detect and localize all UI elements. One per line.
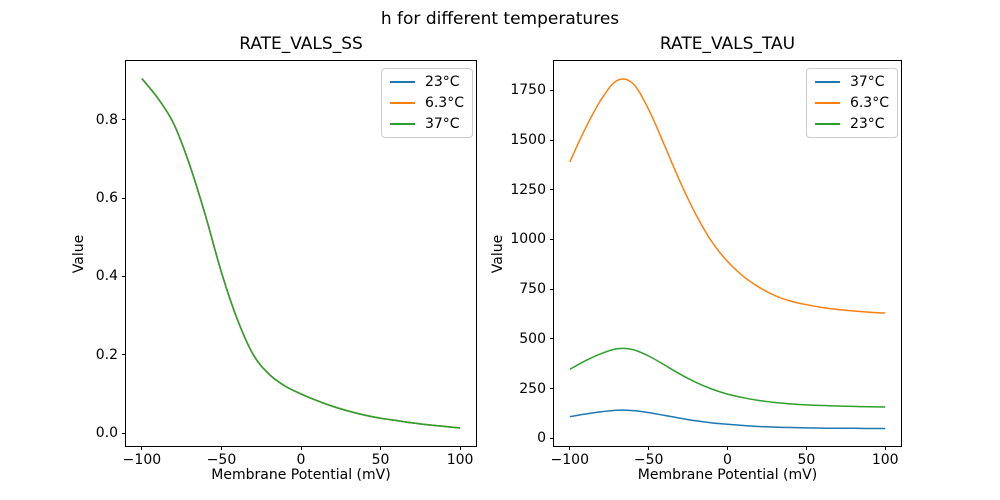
y-tick-mark	[550, 288, 554, 290]
x-tick-mark	[459, 446, 461, 450]
y-tick-label: 0	[537, 430, 546, 447]
y-tick-mark	[122, 119, 126, 121]
y-tick-mark	[550, 388, 554, 390]
x-tick-label: −50	[206, 452, 237, 468]
x-tick-mark	[884, 446, 886, 450]
y-tick-label: 0.0	[95, 425, 118, 442]
y-tick-mark	[122, 275, 126, 277]
legend-label: 6.3°C	[849, 95, 889, 111]
x-tick-mark	[380, 446, 382, 450]
series-line-37°C	[141, 78, 461, 429]
legend-entry: 6.3°C	[389, 95, 464, 111]
y-tick-mark	[122, 354, 126, 356]
x-tick-mark	[648, 446, 650, 450]
x-tick-label: 50	[371, 452, 390, 468]
legend-line-swatch	[389, 81, 415, 83]
x-tick-label: 50	[797, 452, 816, 468]
series-line-37°C	[569, 409, 886, 430]
y-tick-mark	[550, 89, 554, 91]
legend-line-swatch	[389, 102, 415, 104]
x-axis-label: Membrane Potential (mV)	[211, 467, 391, 483]
subplot-rate-vals-tau: RATE_VALS_TAU Membrane Potential (mV) Va…	[490, 34, 902, 483]
x-tick-mark	[805, 446, 807, 450]
legend-entry: 6.3°C	[814, 95, 889, 111]
legend-entry: 37°C	[389, 116, 464, 132]
y-tick-mark	[550, 189, 554, 191]
y-tick-mark	[550, 437, 554, 439]
y-tick-label: 250	[519, 380, 546, 397]
x-tick-label: −100	[550, 452, 589, 468]
x-tick-mark	[141, 446, 143, 450]
y-axis-label: Value	[490, 234, 506, 273]
y-tick-label: 0.8	[95, 111, 118, 128]
series-line-6.3°C	[569, 78, 886, 314]
y-tick-mark	[550, 338, 554, 340]
legend-label: 23°C	[424, 74, 460, 90]
legend-label: 37°C	[424, 116, 460, 132]
legend-entry: 37°C	[814, 74, 889, 90]
y-tick-label: 1750	[510, 82, 546, 99]
plot-canvas	[569, 78, 886, 430]
legend-entry: 23°C	[389, 74, 464, 90]
y-axis-label: Value	[71, 234, 87, 273]
y-tick-label: 1250	[510, 181, 546, 198]
y-tick-mark	[550, 238, 554, 240]
y-tick-label: 0.4	[95, 268, 118, 285]
legend-entry: 23°C	[814, 116, 889, 132]
x-tick-mark	[300, 446, 302, 450]
y-tick-label: 1000	[510, 231, 546, 248]
x-tick-mark	[220, 446, 222, 450]
plot-canvas	[141, 78, 461, 429]
y-tick-label: 500	[519, 330, 546, 347]
legend-label: 6.3°C	[424, 95, 464, 111]
figure-title: h for different temperatures	[380, 9, 620, 29]
x-tick-label: −50	[633, 452, 664, 468]
legend-line-swatch	[814, 123, 840, 125]
x-tick-label: 0	[723, 452, 732, 468]
legend-label: 23°C	[849, 116, 885, 132]
y-tick-label: 0.2	[95, 346, 118, 363]
y-tick-mark	[122, 432, 126, 434]
subplot-title: RATE_VALS_SS	[239, 34, 363, 54]
x-tick-label: 0	[296, 452, 306, 468]
x-tick-label: 100	[446, 452, 474, 468]
series-line-23°C	[569, 347, 886, 408]
y-tick-mark	[550, 139, 554, 141]
legend: 37°C 6.3°C 23°C	[805, 68, 898, 138]
x-tick-label: −100	[122, 452, 162, 468]
legend-label: 37°C	[849, 74, 885, 90]
subplot-title: RATE_VALS_TAU	[659, 34, 796, 54]
legend: 23°C 6.3°C 37°C	[380, 68, 473, 138]
subplot-rate-vals-ss: RATE_VALS_SS Membrane Potential (mV) Val…	[71, 34, 477, 483]
legend-line-swatch	[389, 123, 415, 125]
y-tick-mark	[122, 197, 126, 199]
y-tick-label: 750	[519, 281, 546, 298]
x-tick-mark	[727, 446, 728, 450]
x-tick-label: 100	[871, 452, 899, 468]
legend-line-swatch	[814, 81, 840, 83]
x-tick-mark	[569, 446, 571, 450]
x-axis-label: Membrane Potential (mV)	[637, 467, 818, 483]
legend-line-swatch	[814, 102, 840, 104]
y-tick-label: 1500	[510, 132, 546, 149]
y-tick-label: 0.6	[95, 190, 118, 207]
